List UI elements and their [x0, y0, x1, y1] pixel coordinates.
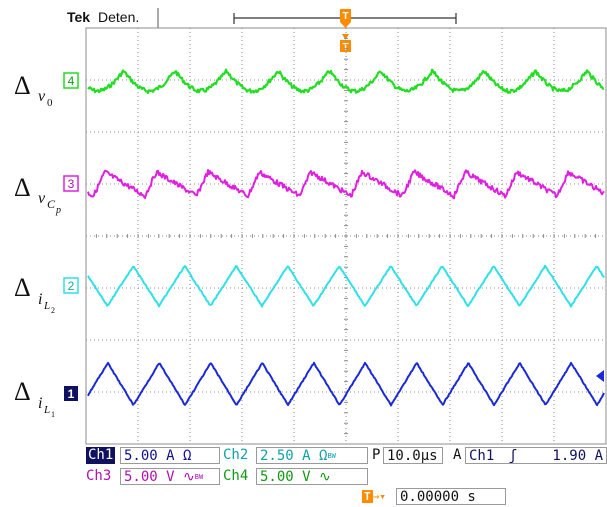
- svg-text:v: v: [38, 88, 46, 105]
- channel-label-ch4: Δ v 0: [14, 71, 53, 109]
- trigger-level-marker[interactable]: [596, 370, 604, 382]
- trigger-position-marker[interactable]: T T: [340, 9, 351, 53]
- ch1-label[interactable]: Ch1: [86, 447, 116, 464]
- svg-text:2: 2: [51, 306, 55, 315]
- ch2-ground-marker[interactable]: 2: [63, 277, 79, 294]
- ch2-scale[interactable]: 2.50 A ΩBW: [256, 447, 368, 464]
- trigger-slope-icon: ʃ: [508, 448, 518, 464]
- svg-text:Δ: Δ: [14, 377, 31, 406]
- ch1-scale-value: 5.00 A Ω: [124, 448, 192, 464]
- channel-label-ch3: Δ v C p: [14, 173, 61, 216]
- ch3-ac-coupling-icon: ∿: [183, 469, 195, 485]
- svg-text:Δ: Δ: [14, 273, 31, 302]
- svg-text:1: 1: [68, 387, 75, 401]
- acquisition-status: Deten.: [98, 9, 139, 25]
- svg-text:i: i: [38, 291, 42, 308]
- trigger-mode[interactable]: A: [453, 447, 462, 463]
- ch4-waveform: [87, 68, 605, 94]
- ch3-bw-limit: BW: [194, 473, 204, 481]
- svg-text:2: 2: [68, 279, 75, 293]
- graticule: [85, 27, 607, 445]
- timebase[interactable]: 10.0μs: [383, 447, 443, 464]
- readout-panel: Ch1 5.00 A Ω Ch2 2.50 A ΩBW P 10.0μs A C…: [86, 446, 607, 507]
- brand-logo: Tek: [67, 9, 90, 25]
- ch1-ground-marker[interactable]: 1: [64, 386, 78, 401]
- ch1-scale[interactable]: 5.00 A Ω: [120, 447, 220, 464]
- svg-text:T: T: [342, 11, 348, 22]
- svg-text:C: C: [47, 197, 56, 211]
- waveform-area: [87, 68, 605, 407]
- ch3-ground-marker[interactable]: 3: [63, 175, 79, 192]
- ch2-label[interactable]: Ch2: [223, 447, 249, 463]
- trigger-position-value: 0.00000 s: [400, 489, 476, 505]
- timebase-value: 10.0μs: [387, 448, 438, 464]
- ch4-label[interactable]: Ch4: [223, 468, 249, 484]
- ch1-waveform: [87, 361, 605, 407]
- ch3-scale-value: 5.00 V: [124, 469, 175, 485]
- svg-text:1: 1: [51, 410, 55, 419]
- ch4-scale[interactable]: 5.00 V ∿: [256, 468, 368, 485]
- svg-text:L: L: [43, 300, 50, 312]
- svg-text:4: 4: [68, 74, 75, 88]
- ch2-bw-limit: BW: [327, 452, 336, 460]
- svg-text:L: L: [43, 404, 50, 416]
- channel-label-ch2: Δ i L 2: [14, 273, 55, 315]
- channel-label-ch1: Δ i L 1: [14, 377, 55, 419]
- ch3-scale[interactable]: 5.00 V ∿BW: [120, 468, 220, 485]
- ch4-scale-value: 5.00 V: [260, 469, 311, 485]
- trigger-level: 1.90 A: [552, 448, 603, 464]
- svg-text:Δ: Δ: [14, 173, 31, 202]
- svg-text:T: T: [342, 42, 348, 53]
- trigger-position[interactable]: 0.00000 s: [396, 488, 506, 505]
- trigger-source: Ch1: [469, 448, 495, 464]
- svg-text:i: i: [38, 395, 42, 412]
- svg-text:p: p: [55, 205, 61, 216]
- trigger-settings[interactable]: Ch1 ʃ 1.90 A: [465, 447, 607, 464]
- svg-text:0: 0: [47, 97, 53, 109]
- trigger-position-icon: T →▾: [362, 490, 386, 503]
- ch4-ac-coupling-icon: ∿: [319, 469, 331, 485]
- ch4-ground-marker[interactable]: 4: [63, 72, 79, 89]
- acquisition-mode[interactable]: P: [372, 447, 381, 463]
- svg-text:3: 3: [68, 177, 75, 191]
- ch3-waveform: [87, 169, 605, 200]
- ch2-scale-value: 2.50 A Ω: [260, 448, 328, 464]
- svg-text:Δ: Δ: [14, 71, 31, 100]
- ch3-label[interactable]: Ch3: [86, 468, 112, 484]
- ch2-waveform: [87, 264, 605, 308]
- svg-text:v: v: [38, 190, 46, 207]
